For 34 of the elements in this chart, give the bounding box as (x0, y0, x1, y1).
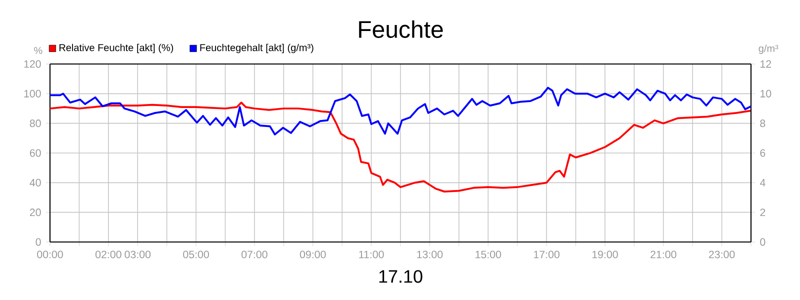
x-tick-label: 13:00 (417, 250, 443, 258)
y-tick-label: 40 (30, 178, 41, 186)
x-axis-title: 17.10 (379, 270, 422, 283)
y2-tick-label: 4 (760, 178, 766, 186)
y-tick-label: 80 (30, 120, 41, 128)
x-tick-label: 19:00 (592, 250, 618, 258)
y-tick-label: 0 (36, 238, 41, 246)
y-tick-label: 20 (30, 208, 41, 216)
y2-tick-label: 12 (760, 60, 772, 68)
x-tick-label: 23:00 (708, 250, 735, 258)
x-tick-label: 02:00 (95, 250, 122, 258)
y2-tick-label: 2 (760, 208, 766, 216)
y2-axis-title: g/m³ (758, 44, 778, 54)
x-tick-label: 11:00 (359, 250, 384, 258)
x-tick-label: 15:00 (476, 250, 502, 258)
x-tick-label: 09:00 (300, 250, 326, 258)
x-tick-label: 03:00 (124, 250, 151, 258)
y2-tick-label: 8 (760, 120, 766, 128)
y-tick-label: 100 (24, 90, 41, 98)
line-series (50, 86, 751, 136)
chart-title: Feuchte (359, 20, 443, 38)
x-tick-label: 17:00 (534, 250, 560, 258)
legend-label: Relative Feuchte [akt] (%) (59, 44, 174, 54)
legend-label: Feuchtegehalt [akt] (g/m³) (200, 44, 314, 54)
y-axis-title: % (34, 46, 42, 54)
y-tick-label: 120 (24, 60, 41, 68)
y2-tick-label: 6 (760, 149, 766, 157)
x-tick-label: 07:00 (242, 250, 268, 258)
y-tick-label: 60 (30, 149, 41, 157)
x-tick-label: 21:00 (650, 250, 676, 258)
x-tick-label: 05:00 (183, 250, 209, 258)
x-tick-label: 00:00 (37, 250, 63, 258)
y2-tick-label: 10 (760, 90, 772, 98)
y2-tick-label: 0 (760, 238, 766, 246)
